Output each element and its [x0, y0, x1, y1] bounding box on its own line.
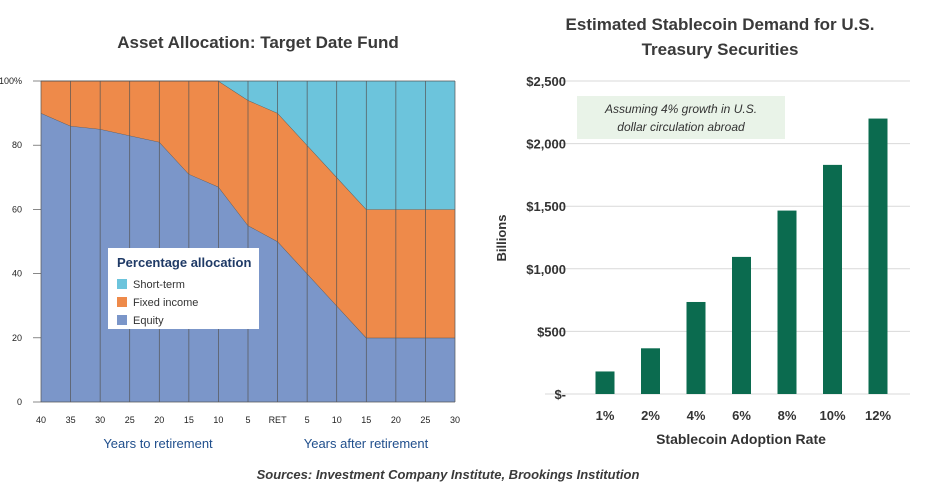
- area-x-ticks: 40 35 30 25 20 15 10 5 RET 5 10 15 20 25 30: [36, 415, 460, 425]
- annotation-line-1: Assuming 4% growth in U.S.: [604, 102, 757, 116]
- area-chart: Asset Allocation: Target Date Fund 02040…: [0, 33, 460, 451]
- area-chart-title: Asset Allocation: Target Date Fund: [117, 33, 398, 52]
- bar-y-tick-label: $2,500: [526, 74, 566, 89]
- bar-x-tick-label: 12%: [865, 408, 891, 423]
- area-x-tick-label: 25: [420, 415, 430, 425]
- source-note: Sources: Investment Company Institute, B…: [257, 467, 640, 482]
- bar-y-axis-label: Billions: [494, 215, 509, 262]
- bar-x-axis-label: Stablecoin Adoption Rate: [656, 431, 826, 447]
- bar-chart-title-line-1: Estimated Stablecoin Demand for U.S.: [566, 15, 875, 34]
- bar-y-ticks: $- $500 $1,000 $1,500 $2,000 $2,500: [526, 74, 566, 402]
- bar-x-tick-label: 1%: [596, 408, 615, 423]
- area-x-tick-label: 10: [213, 415, 223, 425]
- annotation-box: [577, 96, 785, 139]
- bar-x-tick-label: 2%: [641, 408, 660, 423]
- area-x-tick-label: 35: [66, 415, 76, 425]
- bar-y-tick-label: $500: [537, 324, 566, 339]
- legend-label: Fixed income: [133, 297, 198, 309]
- area-y-ticks: 0 20 40 60 80 100%: [0, 76, 41, 407]
- bar-y-tick-label: $-: [554, 387, 566, 402]
- area-y-tick-label: 60: [12, 204, 22, 214]
- bar-y-tick-label: $2,000: [526, 137, 566, 152]
- bar-8pct: [777, 210, 797, 394]
- bar-x-tick-label: 8%: [778, 408, 797, 423]
- area-x-tick-label: 15: [361, 415, 371, 425]
- area-x-tick-label: 30: [95, 415, 105, 425]
- legend-label: Equity: [133, 315, 164, 327]
- bar-4pct: [686, 301, 706, 394]
- legend-swatch: [117, 315, 127, 325]
- area-y-tick-label: 20: [12, 333, 22, 343]
- area-x-tick-label: 30: [450, 415, 460, 425]
- bar-2pct: [641, 348, 660, 394]
- bar-1pct: [595, 371, 615, 394]
- legend-title: Percentage allocation: [117, 255, 251, 270]
- area-y-tick-label: 80: [12, 140, 22, 150]
- area-x-tick-label: RET: [269, 415, 288, 425]
- bar-y-tick-label: $1,000: [526, 262, 566, 277]
- annotation-line-2: dollar circulation abroad: [617, 120, 745, 134]
- bar-chart-title-line-2: Treasury Securities: [642, 40, 799, 59]
- area-y-tick-label: 100%: [0, 76, 22, 86]
- bar-12pct: [868, 118, 888, 394]
- bar-6pct: [732, 256, 751, 394]
- bar-chart: Estimated Stablecoin Demand for U.S. Tre…: [494, 15, 910, 447]
- legend-label: Short-term: [133, 279, 185, 291]
- area-series-short-term: [41, 81, 455, 210]
- area-x-tick-label: 20: [154, 415, 164, 425]
- bar-x-ticks: 1% 2% 4% 6% 8% 10% 12%: [596, 408, 892, 423]
- bar-x-tick-label: 6%: [732, 408, 751, 423]
- area-y-tick-label: 40: [12, 269, 22, 279]
- legend-items: Short-term Fixed income Equity: [117, 279, 198, 327]
- bar-x-tick-label: 4%: [687, 408, 706, 423]
- area-x-tick-label: 5: [305, 415, 310, 425]
- bar-y-tick-label: $1,500: [526, 199, 566, 214]
- x-group-label-after: Years after retirement: [304, 436, 429, 451]
- legend-box: [108, 248, 259, 329]
- legend-swatch: [117, 297, 127, 307]
- legend-swatch: [117, 279, 127, 289]
- bar-marks: [595, 118, 888, 394]
- bar-10pct: [823, 164, 842, 394]
- area-x-tick-label: 40: [36, 415, 46, 425]
- bar-annotation: Assuming 4% growth in U.S. dollar circul…: [577, 96, 785, 139]
- area-legend: Percentage allocation Short-term Fixed in…: [108, 248, 259, 329]
- area-x-tick-label: 15: [184, 415, 194, 425]
- area-x-tick-label: 5: [245, 415, 250, 425]
- x-group-label-before: Years to retirement: [103, 436, 213, 451]
- area-x-tick-label: 25: [125, 415, 135, 425]
- area-x-tick-label: 10: [332, 415, 342, 425]
- area-x-tick-label: 20: [391, 415, 401, 425]
- area-gridlines: [40, 80, 456, 403]
- bar-x-tick-label: 10%: [819, 408, 845, 423]
- bar-gridlines: [545, 80, 910, 395]
- area-y-tick-label: 0: [17, 397, 22, 407]
